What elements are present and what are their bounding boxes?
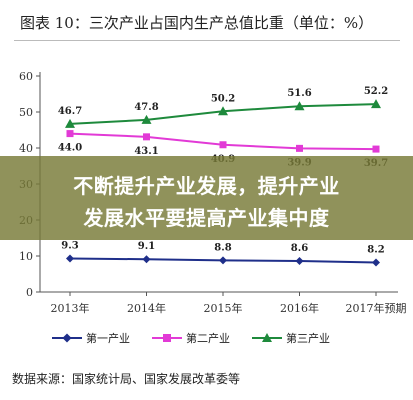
data-point xyxy=(372,145,380,153)
y-tick-label: 50 xyxy=(19,106,33,119)
legend-item-primary: 第一产业 xyxy=(52,330,130,346)
data-source: 数据来源：国家统计局、国家发展改革委等 xyxy=(12,372,241,386)
data-point xyxy=(218,106,228,116)
data-label: 47.8 xyxy=(134,102,158,113)
y-tick-label: 10 xyxy=(19,250,33,263)
x-tick-label: 2016年 xyxy=(280,301,319,315)
data-point xyxy=(142,255,151,264)
data-label: 8.8 xyxy=(214,242,231,253)
data-point xyxy=(295,257,304,266)
legend-swatch-primary xyxy=(52,333,82,343)
data-label: 52.2 xyxy=(364,86,388,97)
data-label: 8.2 xyxy=(367,244,384,255)
data-label: 51.6 xyxy=(287,88,311,99)
x-tick-label: 2015年 xyxy=(204,301,243,315)
y-tick-label: 0 xyxy=(26,286,33,299)
data-point xyxy=(65,118,75,128)
legend-item-secondary: 第二产业 xyxy=(152,330,230,346)
y-tick-label: 40 xyxy=(19,142,33,155)
legend-swatch-tertiary xyxy=(252,333,282,343)
data-point xyxy=(141,114,152,124)
data-label: 43.1 xyxy=(134,146,158,157)
legend-item-tertiary: 第三产业 xyxy=(252,330,330,346)
data-label: 46.7 xyxy=(58,106,82,117)
legend-label-secondary: 第二产业 xyxy=(186,332,230,345)
data-point xyxy=(143,133,150,141)
legend-swatch-secondary xyxy=(152,333,182,343)
legend-label-tertiary: 第三产业 xyxy=(286,332,330,345)
data-label: 44.0 xyxy=(58,143,82,154)
legend: 第一产业 第二产业 第三产业 xyxy=(52,330,330,346)
x-tick-label: 2017年预期 xyxy=(346,301,407,315)
series-layer xyxy=(65,99,381,267)
data-label: 8.6 xyxy=(291,243,308,254)
overlay-banner: 不断提升产业发展，提升产业 发展水平要提高产业集中度 xyxy=(0,156,413,240)
data-point xyxy=(296,144,303,152)
title-divider xyxy=(14,40,400,41)
banner-line-1: 不断提升产业发展，提升产业 xyxy=(73,174,340,198)
data-point xyxy=(219,141,227,149)
x-tick-label: 2014年 xyxy=(127,301,166,315)
chart-title: 图表 10：三次产业占国内生产总值比重（单位：%） xyxy=(20,14,374,32)
data-point xyxy=(294,101,305,111)
data-point xyxy=(66,130,74,138)
data-label: 50.2 xyxy=(211,93,235,104)
x-tick-label: 2013年 xyxy=(51,301,90,315)
y-tick-label: 60 xyxy=(19,70,33,83)
data-point xyxy=(66,254,74,263)
legend-label-primary: 第一产业 xyxy=(86,332,130,345)
data-label: 9.1 xyxy=(138,241,155,252)
data-point xyxy=(371,99,381,109)
banner-line-2: 发展水平要提高产业集中度 xyxy=(83,206,330,230)
data-point xyxy=(219,256,227,265)
data-point xyxy=(372,258,380,267)
data-label: 9.3 xyxy=(61,241,78,252)
